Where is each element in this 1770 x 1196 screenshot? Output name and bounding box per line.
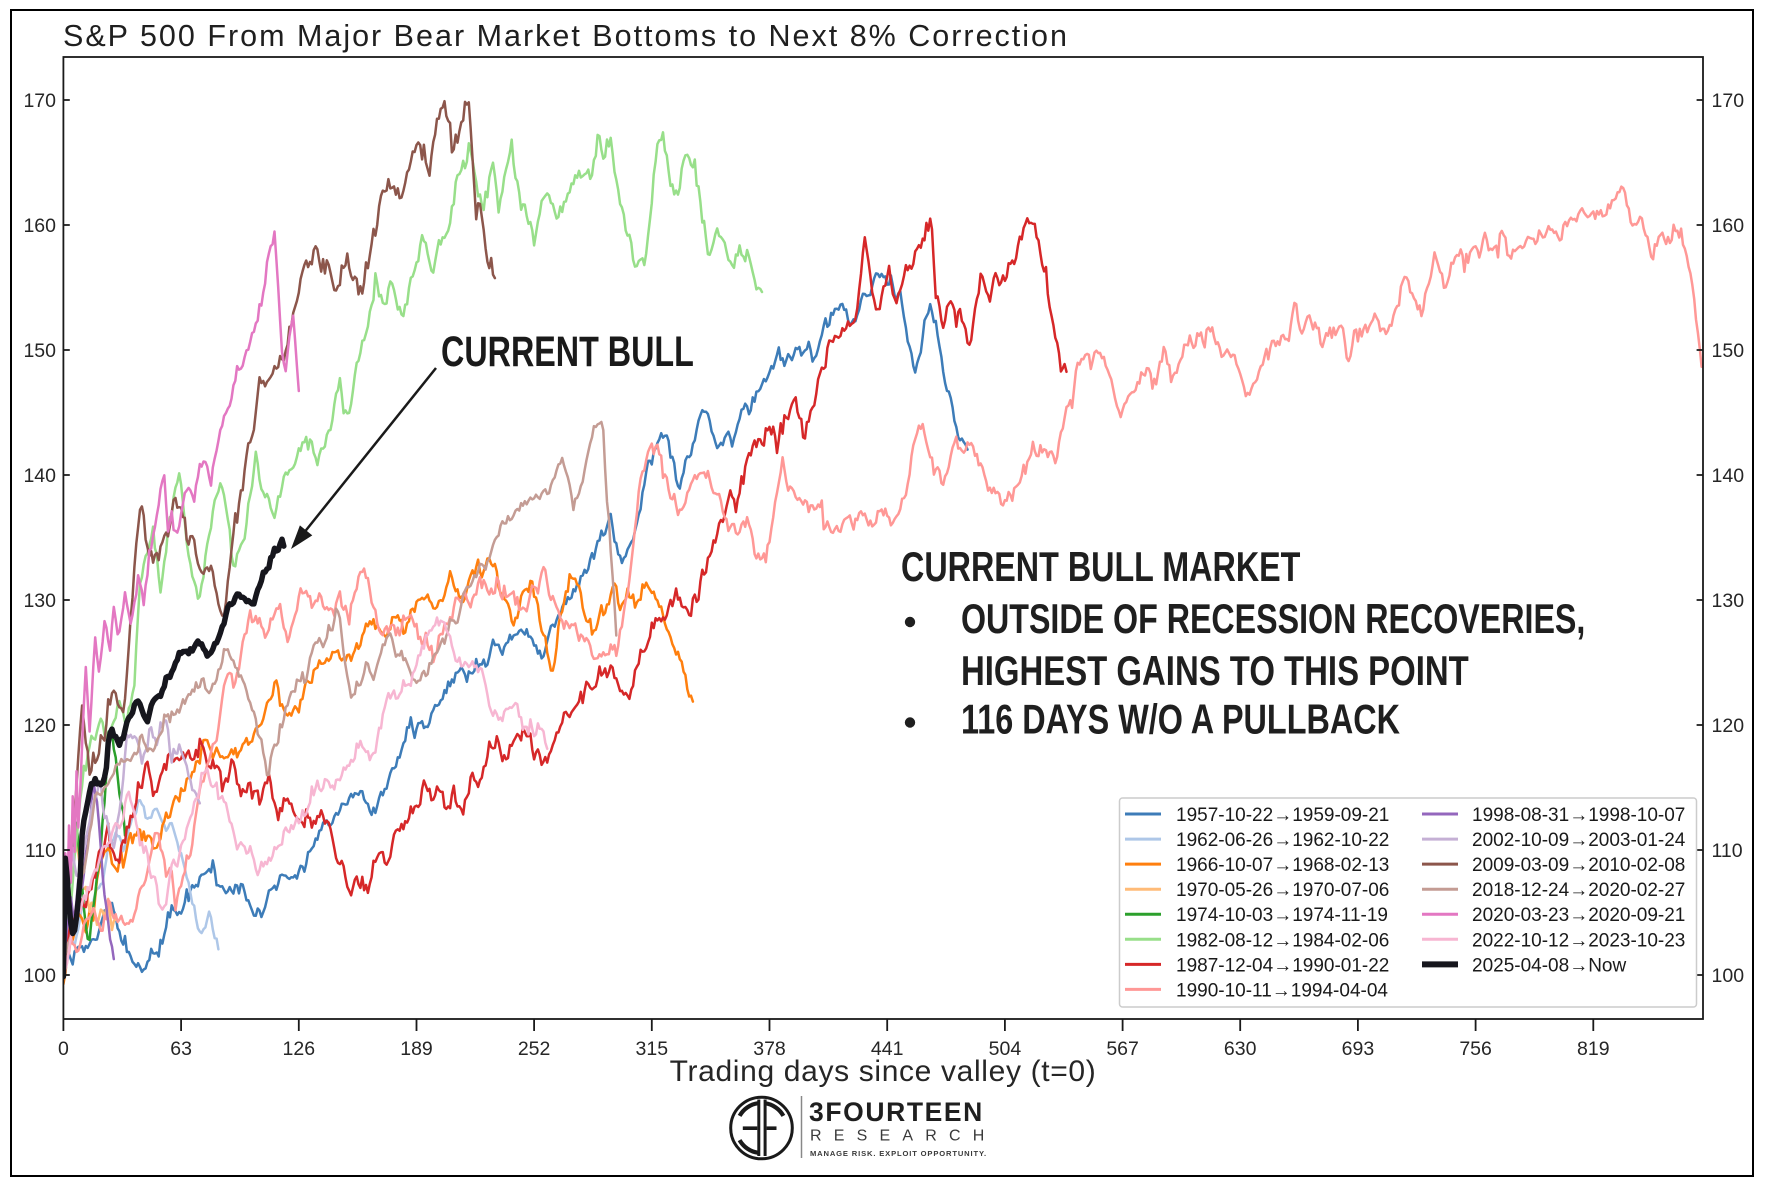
svg-text:140: 140 [23,465,56,487]
svg-text:120: 120 [1712,715,1745,737]
svg-text:100: 100 [23,965,56,987]
svg-text:189: 189 [400,1038,433,1060]
svg-text:HIGHEST GAINS TO THIS POINT: HIGHEST GAINS TO THIS POINT [961,647,1469,694]
svg-text:CURRENT BULL: CURRENT BULL [441,329,694,376]
svg-text:130: 130 [23,590,56,612]
svg-text:693: 693 [1342,1038,1375,1060]
svg-text:126: 126 [283,1038,316,1060]
svg-text:504: 504 [989,1038,1022,1060]
svg-text:S&P 500 From Major Bear Market: S&P 500 From Major Bear Market Bottoms t… [63,19,1069,53]
svg-text:252: 252 [518,1038,551,1060]
svg-text:3FOURTEEN: 3FOURTEEN [809,1097,984,1127]
svg-text:2020-03-23→2020-09-21: 2020-03-23→2020-09-21 [1472,905,1685,926]
svg-text:RESEARCH: RESEARCH [810,1128,997,1145]
svg-text:315: 315 [636,1038,669,1060]
svg-text:819: 819 [1577,1038,1610,1060]
svg-text:2009-03-09→2010-02-08: 2009-03-09→2010-02-08 [1472,855,1685,876]
svg-text:2025-04-08→Now: 2025-04-08→Now [1472,955,1626,976]
svg-text:1966-10-07→1968-02-13: 1966-10-07→1968-02-13 [1176,855,1389,876]
svg-text:170: 170 [1712,90,1745,112]
svg-text:110: 110 [25,840,56,862]
svg-text:170: 170 [23,90,56,112]
svg-text:1990-10-11→1994-04-04: 1990-10-11→1994-04-04 [1176,980,1388,1001]
svg-text:CURRENT BULL MARKET: CURRENT BULL MARKET [901,543,1300,590]
svg-text:1957-10-22→1959-09-21: 1957-10-22→1959-09-21 [1176,805,1389,826]
svg-text:2018-12-24→2020-02-27: 2018-12-24→2020-02-27 [1472,880,1685,901]
svg-text:0: 0 [58,1038,69,1060]
svg-text:1998-08-31→1998-10-07: 1998-08-31→1998-10-07 [1472,805,1685,826]
svg-text:Trading days since valley (t=0: Trading days since valley (t=0) [670,1055,1097,1088]
svg-text:MANAGE RISK. EXPLOIT OPPORTUNI: MANAGE RISK. EXPLOIT OPPORTUNITY. [810,1149,987,1158]
svg-text:120: 120 [23,715,56,737]
svg-text:150: 150 [1712,340,1745,362]
svg-text:OUTSIDE OF RECESSION RECOVERIE: OUTSIDE OF RECESSION RECOVERIES, [961,595,1585,642]
svg-text:2022-10-12→2023-10-23: 2022-10-12→2023-10-23 [1472,930,1685,951]
svg-text:63: 63 [170,1038,192,1060]
svg-text:1987-12-04→1990-01-22: 1987-12-04→1990-01-22 [1176,955,1389,976]
svg-text:160: 160 [23,215,56,237]
svg-text:100: 100 [1712,965,1745,987]
svg-text:756: 756 [1459,1038,1492,1060]
svg-text:150: 150 [23,340,56,362]
svg-text:110: 110 [1712,840,1743,862]
svg-text:378: 378 [753,1038,786,1060]
svg-text:1974-10-03→1974-11-19: 1974-10-03→1974-11-19 [1176,905,1388,926]
svg-text:630: 630 [1224,1038,1257,1060]
svg-text:160: 160 [1712,215,1745,237]
svg-text:441: 441 [871,1038,904,1060]
svg-text:2002-10-09→2003-01-24: 2002-10-09→2003-01-24 [1472,830,1686,851]
svg-text:1982-08-12→1984-02-06: 1982-08-12→1984-02-06 [1176,930,1389,951]
svg-text:130: 130 [1712,590,1745,612]
svg-text:1970-05-26→1970-07-06: 1970-05-26→1970-07-06 [1176,880,1389,901]
svg-text:567: 567 [1106,1038,1139,1060]
svg-text:1962-06-26→1962-10-22: 1962-06-26→1962-10-22 [1176,830,1389,851]
svg-text:116 DAYS W/O A PULLBACK: 116 DAYS W/O A PULLBACK [961,695,1400,742]
svg-text:140: 140 [1712,465,1745,487]
